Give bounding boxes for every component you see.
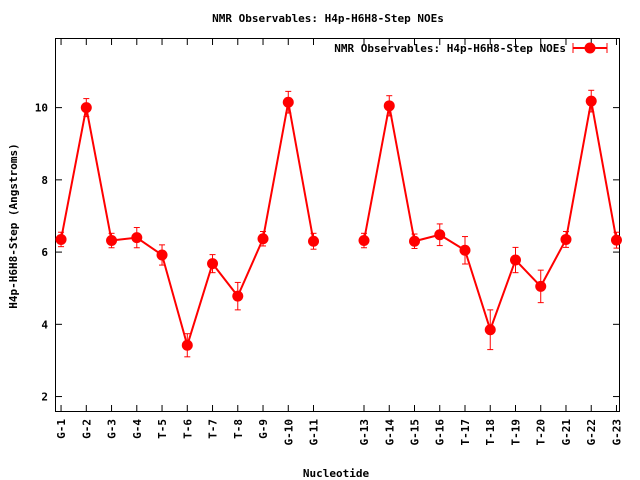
data-point [181,339,193,351]
legend-marker [584,42,596,54]
chart-title: NMR Observables: H4p-H6H8-Step NOEs [212,12,444,25]
x-tick-label: G-15 [409,419,422,446]
x-tick-label: G-1 [55,419,68,439]
y-tick-label: 10 [35,102,48,115]
data-point [434,229,446,241]
x-axis: G-1 G-2 G-3 G-4 T-5 T-6 T-7 T-8 G-9 G-10 G-11 G-13 G… [55,39,623,446]
x-tick-label: G-9 [257,419,270,439]
data-point [484,324,496,336]
x-tick-label: T-17 [459,419,472,446]
data-point [156,249,168,261]
data-point [535,280,547,292]
data-point [383,100,395,112]
series-line [363,100,618,331]
x-tick-label: T-18 [484,419,497,446]
x-tick-label: T-7 [207,419,220,439]
series-layer [55,89,622,358]
data-point [585,95,597,107]
x-tick-label: G-10 [282,419,295,446]
legend-label: NMR Observables: H4p-H6H8-Step NOEs [334,42,566,55]
x-tick-label: G-4 [131,419,144,439]
data-point [610,234,622,246]
x-tick-label: G-11 [308,419,321,446]
y-tick-label: 6 [41,246,48,259]
data-point [131,232,143,244]
data-point [232,290,244,302]
data-point [55,233,67,245]
x-tick-label: G-21 [560,419,573,446]
x-tick-label: G-13 [358,419,371,446]
y-tick-label: 2 [41,391,48,404]
data-point [560,233,572,245]
x-tick-label: T-6 [181,419,194,439]
data-point [207,258,219,270]
x-tick-label: T-5 [156,419,169,439]
plot-frame [55,38,620,412]
data-point [106,235,118,247]
data-point [257,233,269,245]
data-point [282,96,294,108]
data-point [459,244,471,256]
x-tick-label: G-22 [585,419,598,446]
data-point [358,235,370,247]
x-axis-label: Nucleotide [303,467,370,480]
x-tick-label: G-23 [610,419,623,446]
x-tick-label: T-19 [509,419,522,446]
data-point [509,254,521,266]
data-point [308,235,320,247]
series-line [60,101,315,347]
x-tick-label: T-20 [535,419,548,446]
y-axis: 2 4 6 8 10 [35,102,619,404]
data-point [80,102,92,114]
y-tick-label: 8 [41,174,48,187]
x-tick-label: G-3 [106,419,119,439]
x-tick-label: T-8 [232,419,245,439]
legend: NMR Observables: H4p-H6H8-Step NOEs [334,42,608,55]
x-tick-label: G-14 [383,419,396,446]
y-axis-label: H4p-H6H8-Step (Angstroms) [7,143,20,309]
x-tick-label: G-2 [80,419,93,439]
x-tick-label: G-16 [434,419,447,446]
data-point [409,235,421,247]
y-tick-label: 4 [41,318,48,331]
